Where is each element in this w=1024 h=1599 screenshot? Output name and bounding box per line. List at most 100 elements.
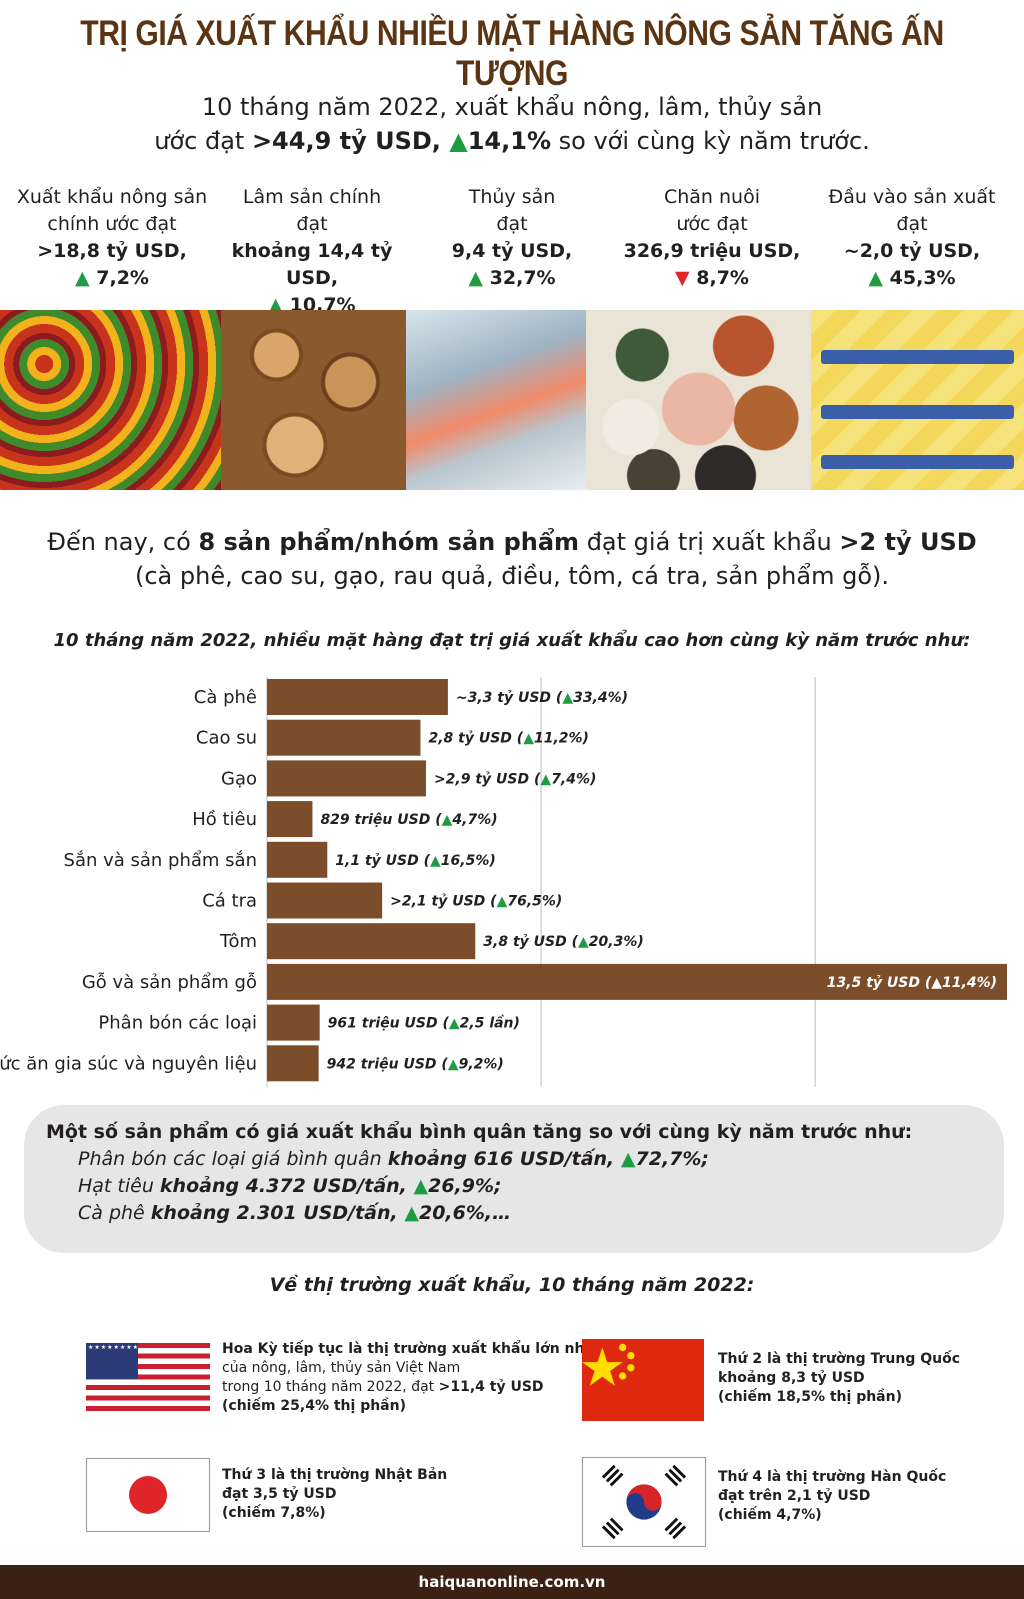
- stat-fishery: Thủy sản đạt 9,4 tỷ USD, ▲ 32,7%: [412, 184, 612, 319]
- livestock-photo: [586, 310, 811, 490]
- stat-label: Chăn nuôi: [663, 186, 761, 208]
- factory-production-photo: [811, 310, 1024, 490]
- timber-logs-photo: [221, 310, 406, 490]
- chart-title: 10 tháng năm 2022, nhiều mặt hàng đạt tr…: [53, 630, 971, 651]
- bar: [267, 679, 448, 715]
- category-label: Cao su: [196, 728, 257, 749]
- category-label: Thức ăn gia súc và nguyên liệu: [0, 1053, 257, 1074]
- market-jp: Thứ 3 là thị trường Nhật Bản đạt 3,5 tỷ …: [222, 1466, 447, 1523]
- avg-price-line: Hạt tiêu khoảng 4.372 USD/tấn, ▲26,9%;: [46, 1173, 982, 1200]
- products-over-2b-headline: Đến nay, có 8 sản phẩm/nhóm sản phẩm đạt…: [0, 525, 1024, 593]
- stat-livestock: Chăn nuôi ước đạt 326,9 triệu USD, ▼ 8,7…: [612, 184, 812, 319]
- market-jp-share: (chiếm 7,8%): [222, 1505, 326, 1521]
- avg-price-heading: Một số sản phẩm có giá xuất khẩu bình qu…: [46, 1121, 913, 1143]
- stat-label: Xuất khẩu nông sản: [16, 186, 208, 208]
- korea-flag-icon: [582, 1457, 706, 1547]
- stat-label: ước đạt: [676, 213, 748, 235]
- category-label: Gạo: [221, 768, 257, 789]
- market-us-text: trong 10 tháng năm 2022, đạt: [222, 1379, 439, 1395]
- data-label: >2,9 tỷ USD (▲7,4%): [434, 771, 596, 787]
- avg-price-pct: 26,9%;: [428, 1175, 502, 1197]
- avg-price-item: Cà phê: [78, 1202, 151, 1224]
- stat-label: đạt: [896, 213, 928, 235]
- headline2-count: 8 sản phẩm/nhóm sản phẩm: [198, 528, 580, 556]
- market-us-line: của nông, lâm, thủy sản Việt Nam: [222, 1360, 461, 1376]
- seafood-photo: [406, 310, 586, 490]
- market-cn-share: (chiếm 18,5% thị phần): [718, 1389, 902, 1405]
- markets-title: Về thị trường xuất khẩu, 10 tháng năm 20…: [269, 1274, 755, 1296]
- conveyor-belt-icon: [821, 455, 1014, 469]
- export-bar-chart: Cà phê ~3,3 tỷ USD (▲33,4%) Cao su 2,8 tỷ U…: [0, 677, 1007, 1087]
- category-label: Hồ tiêu: [192, 809, 257, 830]
- intro-value: >44,9 tỷ USD,: [251, 127, 450, 155]
- footer-source: haiquanonline.com.vn: [0, 1565, 1024, 1599]
- headline2-line-2: (cà phê, cao su, gạo, rau quả, điều, tôm…: [134, 562, 890, 590]
- data-label: 961 triệu USD (▲2,5 lần): [328, 1015, 520, 1032]
- bar: [267, 923, 476, 960]
- stat-forestry: Lâm sản chính đạt khoảng 14,4 tỷ USD, ▲ …: [212, 184, 412, 319]
- category-label: Phân bón các loại: [98, 1013, 257, 1034]
- intro-pre: ước đạt: [154, 127, 252, 155]
- stat-value: 326,9 triệu USD,: [623, 240, 801, 262]
- avg-price-item: Hạt tiêu: [78, 1175, 160, 1197]
- stats-row: Xuất khẩu nông sản chính ước đạt >18,8 t…: [12, 184, 1012, 319]
- bar: [267, 963, 1007, 1000]
- data-label: 13,5 tỷ USD (▲11,4%): [827, 975, 997, 991]
- bar: [267, 882, 383, 919]
- headline2-text: Đến nay, có: [47, 528, 199, 556]
- market-us-share: (chiếm 25,4% thị phần): [222, 1398, 406, 1414]
- market-kr-share: (chiếm 4,7%): [718, 1507, 822, 1523]
- bar: [267, 801, 313, 838]
- up-arrow-icon: ▲: [413, 1175, 429, 1197]
- avg-price-box: Một số sản phẩm có giá xuất khẩu bình qu…: [24, 1105, 1004, 1253]
- stat-pct: 8,7%: [689, 267, 749, 289]
- market-cn: Thứ 2 là thị trường Trung Quốc khoảng 8,…: [718, 1350, 960, 1407]
- stat-pct: 45,3%: [883, 267, 956, 289]
- us-flag-icon: ★★★★★★★★★★★★★★★★★★★★★★★★★★★★★★★★★★★★★★★★: [86, 1343, 210, 1411]
- up-arrow-icon: ▲: [449, 127, 468, 155]
- stat-label: đạt: [296, 213, 328, 235]
- china-flag-icon: [582, 1339, 704, 1421]
- fruit-vegetables-photo: [0, 310, 221, 490]
- headline2-text: đạt giá trị xuất khẩu: [579, 528, 840, 556]
- avg-price-item: Phân bón các loại giá bình quân: [78, 1148, 388, 1170]
- headline2-line-1: Đến nay, có 8 sản phẩm/nhóm sản phẩm đạt…: [0, 525, 1024, 559]
- page-title: TRỊ GIÁ XUẤT KHẨU NHIỀU MẶT HÀNG NÔNG SẢ…: [80, 14, 944, 93]
- market-cn-line: Thứ 2 là thị trường Trung Quốc: [718, 1351, 960, 1367]
- stat-inputs: Đầu vào sản xuất đạt ~2,0 tỷ USD, ▲ 45,3…: [812, 184, 1012, 319]
- up-arrow-icon: ▲: [468, 267, 484, 289]
- data-label: >2,1 tỷ USD (▲76,5%): [390, 894, 562, 910]
- category-label: Sắn và sản phẩm sắn: [64, 850, 257, 871]
- up-arrow-icon: ▲: [75, 267, 90, 289]
- intro-pct: 14,1%: [467, 127, 551, 155]
- data-label: 3,8 tỷ USD (▲20,3%): [483, 934, 643, 950]
- data-label: 942 triệu USD (▲9,2%): [327, 1056, 504, 1072]
- avg-price-line: Phân bón các loại giá bình quân khoảng 6…: [46, 1146, 982, 1173]
- stat-change: ▼ 8,7%: [612, 265, 812, 292]
- intro-summary: 10 tháng năm 2022, xuất khẩu nông, lâm, …: [0, 90, 1024, 158]
- market-kr: Thứ 4 là thị trường Hàn Quốc đạt trên 2,…: [718, 1468, 946, 1525]
- intro-line-2: ước đạt >44,9 tỷ USD, ▲14,1% so với cùng…: [0, 124, 1024, 158]
- stat-label: Lâm sản chính: [242, 186, 382, 208]
- avg-price-line: Cà phê khoảng 2.301 USD/tấn, ▲20,6%,…: [46, 1200, 982, 1227]
- stat-value: khoảng 14,4 tỷ USD,: [231, 240, 393, 289]
- category-label: Gỗ và sản phẩm gỗ: [82, 972, 257, 993]
- conveyor-belt-icon: [821, 405, 1014, 419]
- data-label: ~3,3 tỷ USD (▲33,4%): [456, 690, 628, 706]
- conveyor-belt-icon: [821, 350, 1014, 364]
- avg-price-value: khoảng 616 USD/tấn,: [387, 1148, 621, 1170]
- market-us: Hoa Kỳ tiếp tục là thị trường xuất khẩu …: [222, 1340, 601, 1416]
- japan-flag-icon: [86, 1458, 210, 1532]
- down-arrow-icon: ▼: [675, 267, 690, 289]
- bar: [267, 1045, 319, 1082]
- intro-line-1: 10 tháng năm 2022, xuất khẩu nông, lâm, …: [201, 93, 823, 121]
- stat-change: ▲ 7,2%: [12, 265, 212, 292]
- data-label: 2,8 tỷ USD (▲11,2%): [428, 731, 588, 747]
- market-jp-line: Thứ 3 là thị trường Nhật Bản: [222, 1467, 448, 1483]
- market-jp-line: đạt 3,5 tỷ USD: [222, 1486, 337, 1502]
- category-label: Cà phê: [194, 687, 257, 708]
- stat-value: ~2,0 tỷ USD,: [843, 240, 981, 262]
- avg-price-pct: 72,7%;: [635, 1148, 710, 1170]
- stat-label: Thủy sản: [468, 186, 556, 208]
- category-label: Tôm: [219, 931, 257, 952]
